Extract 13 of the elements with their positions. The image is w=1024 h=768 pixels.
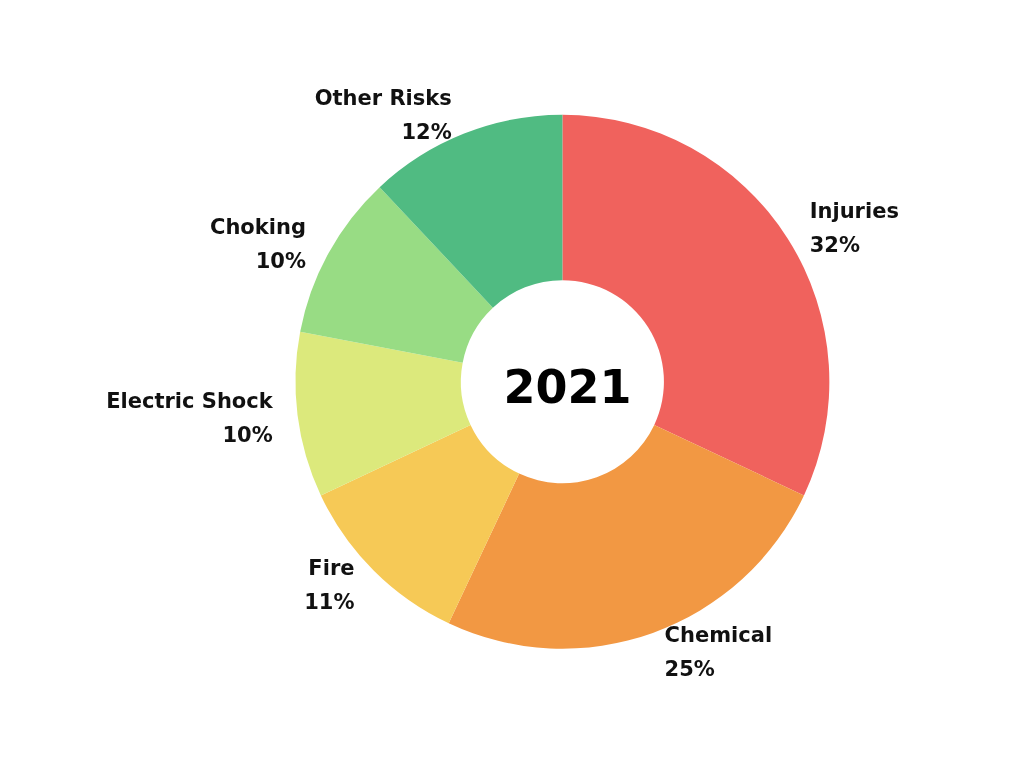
data-label: 10% <box>222 422 273 447</box>
slice-label: Fire <box>308 555 355 580</box>
data-label: 32% <box>809 232 860 257</box>
data-label: 25% <box>664 656 715 681</box>
text: 2021 <box>503 359 632 414</box>
slice-label: Electric Shock <box>106 388 274 413</box>
data-label: 10% <box>255 248 306 273</box>
slice-label: Chemical <box>664 622 773 647</box>
slice-label: Other Risks <box>314 85 452 110</box>
slice-label: Choking <box>210 214 306 239</box>
data-label: 12% <box>401 119 452 144</box>
data-label: 11% <box>304 589 355 614</box>
slice-label: Injuries <box>809 198 899 223</box>
